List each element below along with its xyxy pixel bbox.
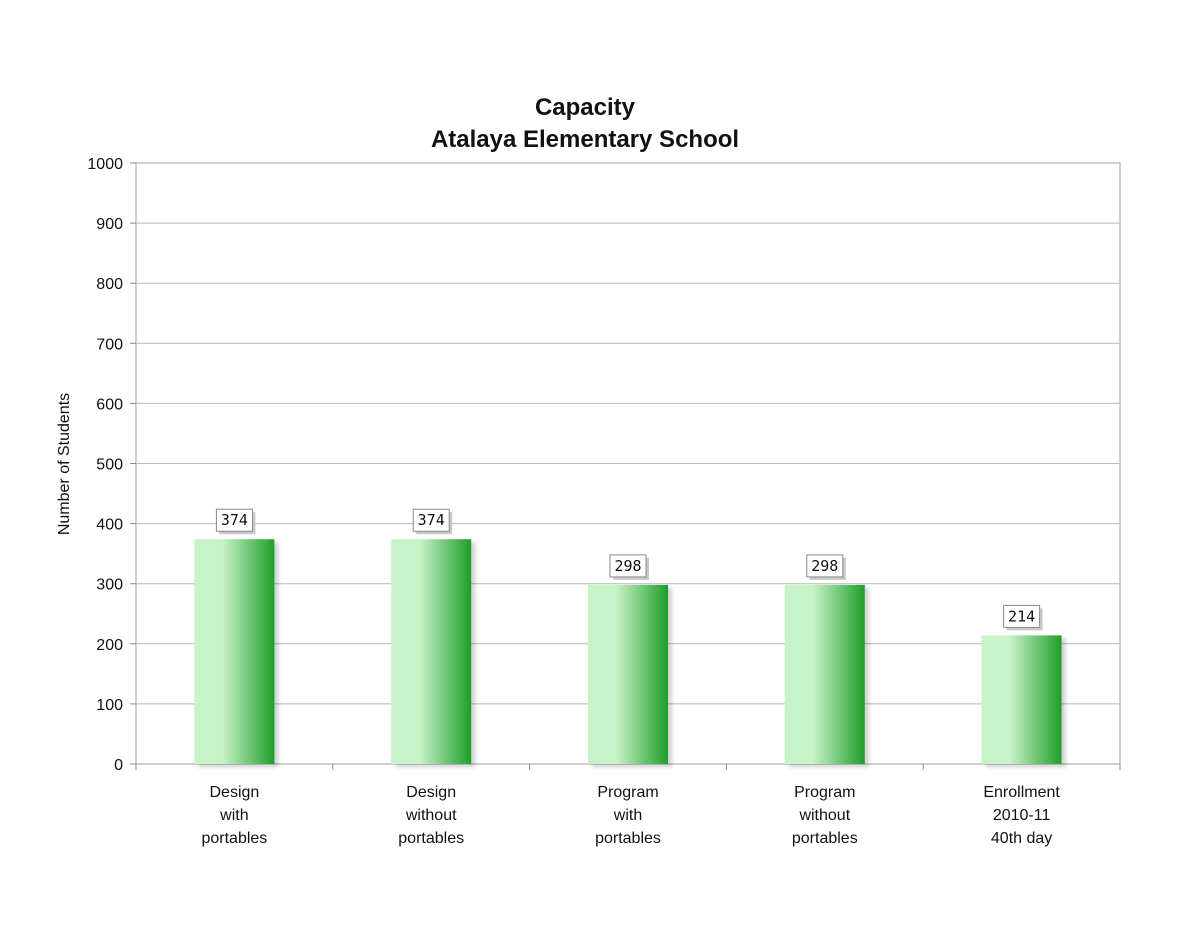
category-label: Program without portables [792,784,858,847]
y-tick-label: 300 [96,577,123,594]
chart-title-line-1: Capacity [535,94,636,121]
category-label-line: Design [209,784,259,801]
data-label-box [215,508,253,532]
y-tick-label: 1000 [87,156,123,173]
category-label-line: without [798,807,850,824]
data-label: 214 [1003,604,1043,631]
y-tick-label: 800 [96,276,123,293]
data-label-box [1003,604,1041,628]
y-tick-label: 0 [114,757,123,774]
category-label: Design with portables [201,784,267,847]
y-tick-label: 600 [96,396,123,413]
bar [981,635,1062,764]
y-tick-label: 100 [96,697,123,714]
data-label-text: 374 [221,511,248,529]
y-axis-ticks: 0 100 200 300 400 500 600 700 800 900 1000 [87,156,136,774]
category-label-line: 40th day [991,830,1052,847]
data-label-text: 298 [614,557,641,575]
x-axis-ticks: Design with portables Design without portable… [135,764,1121,847]
gridlines [136,222,1120,705]
category-label-line: 2010-11 [993,807,1051,824]
category-label-line: portables [398,830,464,847]
y-tick-label: 900 [96,216,123,233]
category-label: Program with portables [595,784,661,847]
y-axis-title: Number of Students [56,393,73,535]
bar [784,584,865,764]
bar [391,539,472,764]
data-label-box [412,508,450,532]
category-label-line: portables [201,830,267,847]
data-labels: 374 374 298 298 214 [215,508,1043,631]
category-label: Design without portables [398,784,464,847]
data-label-box [609,554,647,578]
chart-title-line-2: Atalaya Elementary School [431,126,739,153]
bar [588,584,668,764]
category-label-line: Program [794,784,855,801]
data-label: 374 [215,508,256,535]
y-tick-label: 400 [96,517,123,534]
data-label-box [806,554,844,578]
bar [194,539,275,764]
y-tick-label: 700 [96,336,123,353]
category-label-line: portables [792,830,858,847]
y-tick-label: 200 [96,637,123,654]
category-label-line: Program [597,784,658,801]
data-label: 298 [609,554,649,580]
data-label: 374 [412,508,453,535]
data-label-text: 298 [811,557,838,575]
data-label-text: 374 [418,511,445,529]
bars [194,539,1062,764]
category-label-line: Design [406,784,456,801]
category-label-line: Enrollment [983,784,1060,801]
chart-title: Capacity Atalaya Elementary School [431,94,739,153]
category-label-line: with [219,807,248,824]
data-label: 298 [806,554,846,580]
y-tick-label: 500 [96,457,123,474]
category-label-line: portables [595,830,661,847]
category-label: Enrollment 2010-11 40th day [983,784,1060,847]
category-label-line: with [613,807,642,824]
data-label-text: 214 [1008,607,1035,625]
category-label-line: without [405,807,457,824]
